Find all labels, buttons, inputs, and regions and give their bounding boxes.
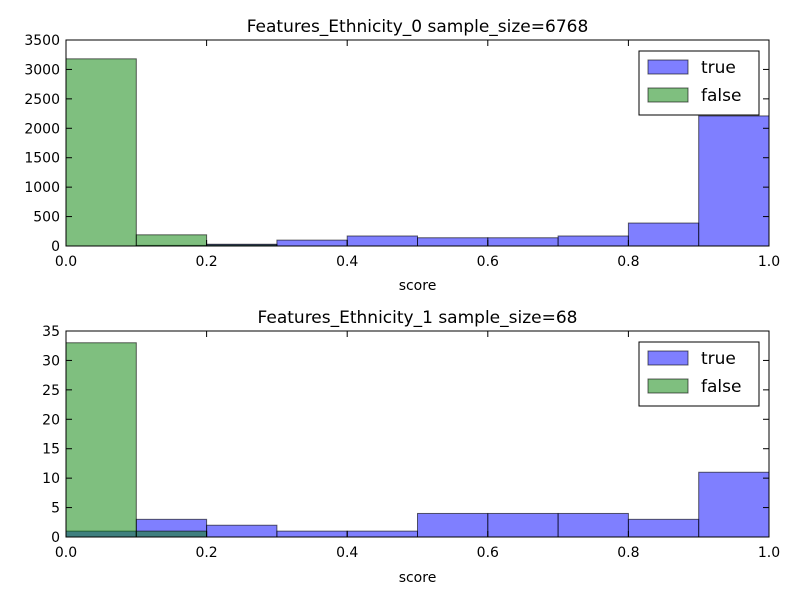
bar-true-2	[206, 524, 278, 538]
chart-0: Features_Ethnicity_0 sample_size=6768 0.0…	[24, 17, 780, 294]
legend-swatch-false	[647, 87, 689, 103]
x-tick-label: 0.4	[336, 254, 358, 270]
bar-false-1	[135, 530, 208, 538]
legend-swatch-false	[647, 378, 689, 394]
x-tick-label: 1.0	[758, 545, 780, 561]
bar-true-5	[417, 512, 489, 538]
bar-true-7	[557, 235, 629, 247]
bar-false-1	[135, 234, 208, 247]
bar-true-4	[346, 235, 419, 247]
legend-label-true: true	[701, 349, 736, 369]
y-tick-label: 35	[42, 324, 60, 340]
x-tick-label: 0.8	[617, 254, 639, 270]
x-tick-label: 1.0	[758, 254, 780, 270]
legend-label-false: false	[701, 86, 741, 106]
bar-true-9	[698, 115, 770, 247]
y-tick-label: 20	[42, 412, 60, 428]
x-tick-label: 0.0	[55, 545, 77, 561]
legend-label-false: false	[701, 377, 741, 397]
axes-frame	[65, 330, 770, 538]
y-tick-label: 0	[51, 530, 60, 546]
y-tick-label: 25	[42, 383, 60, 399]
y-tick-label: 500	[33, 210, 60, 226]
bar-true-7	[557, 512, 629, 538]
y-tick-label: 30	[42, 353, 60, 369]
bar-true-3	[276, 530, 348, 538]
bar-false-0	[65, 342, 137, 538]
y-tick-label: 1500	[24, 151, 60, 167]
y-tick-label: 10	[42, 471, 60, 487]
x-tick-label: 0.4	[336, 545, 358, 561]
legend-swatch-true	[647, 59, 689, 75]
x-tick-label: 0.6	[477, 545, 499, 561]
legend: true false	[638, 50, 760, 116]
legend-swatch-true	[647, 350, 689, 366]
y-tick-label: 2500	[24, 92, 60, 108]
y-tick-label: 5	[51, 501, 60, 517]
x-tick-label: 0.0	[55, 254, 77, 270]
y-tick-label: 2000	[24, 121, 60, 137]
y-tick-label: 3500	[24, 33, 60, 49]
bar-true-8	[627, 222, 700, 247]
x-tick-label: 0.6	[477, 254, 499, 270]
x-tick-label: 0.2	[195, 545, 217, 561]
legend-label-true: true	[701, 58, 736, 78]
x-axis-label: score	[399, 570, 437, 586]
bar-true-9	[698, 471, 770, 538]
y-tick-label: 3000	[24, 62, 60, 78]
y-tick-label: 0	[51, 239, 60, 255]
bar-false-0	[65, 58, 137, 247]
bar-true-5	[417, 237, 489, 247]
x-tick-label: 0.2	[195, 254, 217, 270]
chart-title: Features_Ethnicity_1 sample_size=68	[258, 308, 578, 328]
axes-frame	[65, 39, 770, 247]
legend: true false	[638, 341, 760, 407]
chart-title: Features_Ethnicity_0 sample_size=6768	[247, 17, 589, 37]
bar-true-3	[276, 239, 348, 247]
bar-true-8	[627, 518, 700, 538]
bar-true-4	[346, 530, 419, 538]
bar-true-6	[487, 237, 559, 247]
x-axis-label: score	[399, 278, 437, 294]
x-tick-label: 0.8	[617, 545, 639, 561]
chart-1: Features_Ethnicity_1 sample_size=68 0.0 0.…	[42, 308, 780, 586]
bar-true-6	[487, 512, 559, 538]
y-tick-label: 1000	[24, 180, 60, 196]
y-tick-label: 15	[42, 442, 60, 458]
